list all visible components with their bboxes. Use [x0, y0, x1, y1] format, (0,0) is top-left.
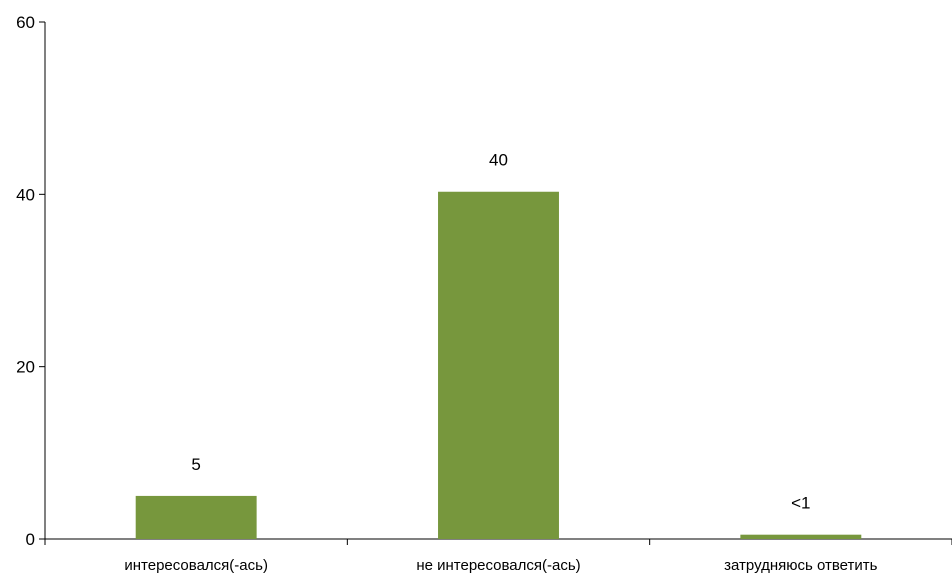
data-label: 40 — [489, 151, 508, 170]
y-tick-label: 20 — [16, 358, 35, 377]
y-tick-label: 0 — [26, 530, 35, 549]
y-tick-label: 60 — [16, 13, 35, 32]
bar — [135, 495, 257, 539]
bar — [740, 534, 862, 539]
data-label: 5 — [191, 455, 200, 474]
data-labels: 5 40 <1 — [191, 151, 810, 513]
x-category-label: не интересовался(-ась) — [416, 557, 580, 574]
x-category-label: затрудняюсь ответить — [724, 557, 877, 574]
data-label: <1 — [791, 494, 810, 513]
x-category-label: интересовался(-ась) — [124, 557, 268, 574]
y-axis: 0 20 40 60 — [16, 13, 46, 549]
bar — [438, 191, 559, 539]
bars — [135, 191, 862, 539]
x-axis: интересовался(-ась) не интересовался(-ась… — [44, 538, 952, 574]
y-tick-label: 40 — [16, 185, 35, 204]
